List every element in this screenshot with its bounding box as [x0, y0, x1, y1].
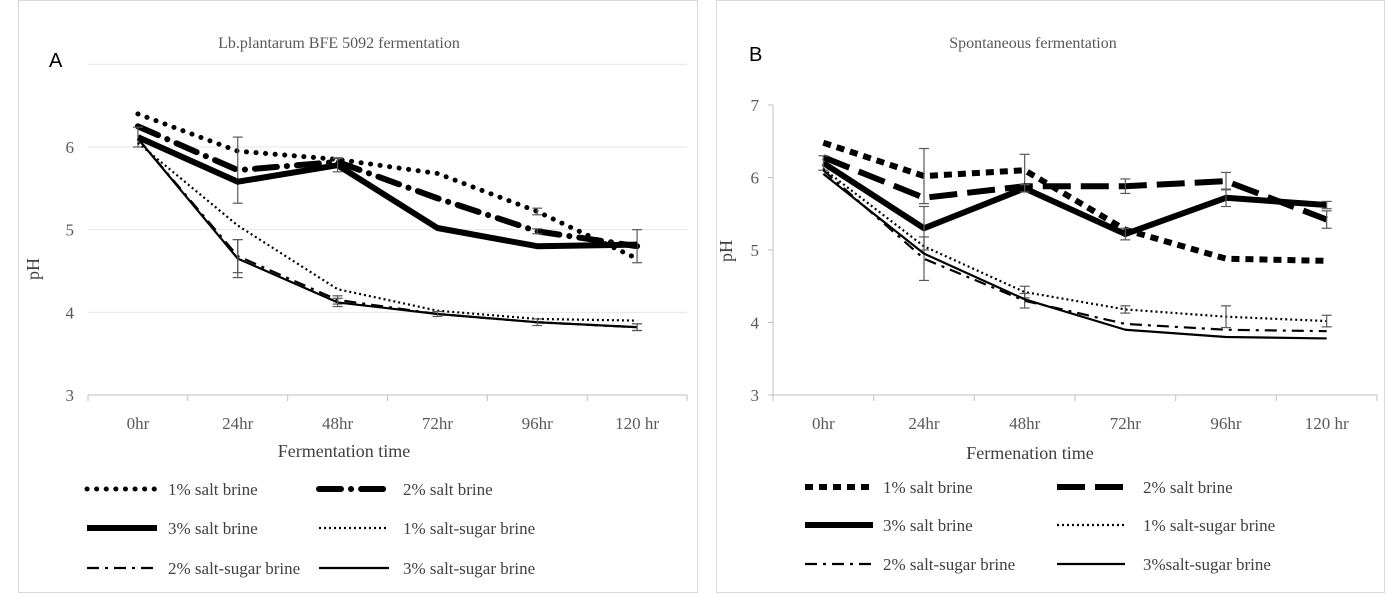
- y-tick-label: 4: [66, 303, 75, 322]
- legend-label-3: 3% salt brine: [168, 519, 258, 538]
- x-tick-label: 120 hr: [615, 414, 659, 433]
- series-line-1: [135, 111, 640, 262]
- y-axis-label: pH: [23, 258, 43, 280]
- series-line-6: [137, 138, 638, 329]
- chart-title: Lb.plantarum BFE 5092 fermentation: [218, 35, 460, 52]
- series-line-3: [136, 134, 638, 250]
- x-tick-label: 72hr: [422, 414, 454, 433]
- x-tick-label: 72hr: [1110, 414, 1142, 433]
- chart-b-svg: 0hr 24hr 48hr 72hr 96hr 120 hr 3 4 5 6 7 Spontaneou…: [717, 35, 1378, 574]
- x-tick-label: 24hr: [908, 414, 940, 433]
- chart-title: Spontaneous fermentation: [949, 35, 1117, 52]
- legend-label-5: 2% salt-sugar brine: [168, 559, 300, 578]
- legend-label-3: 3% salt brine: [883, 516, 973, 535]
- y-tick-label: 5: [751, 241, 760, 260]
- series-line-2: [822, 154, 1328, 223]
- legend-label-1: 1% salt brine: [883, 478, 973, 497]
- legend-label-4: 1% salt-sugar brine: [1143, 516, 1275, 535]
- series-line-5: [822, 169, 1327, 333]
- y-tick-label: 4: [751, 314, 760, 333]
- legend-label-6: 3%salt-sugar brine: [1143, 555, 1271, 574]
- y-tick-label: 3: [751, 386, 760, 405]
- y-tick-label: 6: [66, 138, 75, 157]
- x-axis-label: Fermenation time: [966, 443, 1093, 463]
- chart-panel-b: 0hr 24hr 48hr 72hr 96hr 120 hr 3 4 5 6 7 Spontaneou…: [716, 0, 1385, 593]
- series-line-1: [822, 139, 1327, 264]
- x-tick-label: 24hr: [222, 414, 254, 433]
- legend-label-2: 2% salt brine: [1143, 478, 1233, 497]
- series-line-3: [821, 160, 1327, 238]
- x-tick-label: 120 hr: [1305, 414, 1349, 433]
- legend-label-2: 2% salt brine: [403, 480, 493, 499]
- x-tick-label: 48hr: [1009, 414, 1041, 433]
- series-line-4: [137, 142, 638, 322]
- x-tick-label: 96hr: [1210, 414, 1242, 433]
- series-line-4: [822, 167, 1327, 323]
- x-axis-label: Fermentation time: [278, 441, 410, 461]
- legend-label-4: 1% salt-sugar brine: [403, 519, 535, 538]
- chart-panel-a: 0hr 24hr 48hr 72hr 96hr 120 hr 3 4 5 6 Lb.plantaru…: [18, 0, 698, 593]
- legend-label-5: 2% salt-sugar brine: [883, 555, 1015, 574]
- y-tick-label: 6: [751, 169, 760, 188]
- panel-letter: A: [49, 50, 63, 72]
- x-tick-label: 96hr: [522, 414, 554, 433]
- x-tick-label: 0hr: [812, 414, 835, 433]
- y-tick-label: 7: [751, 96, 760, 115]
- legend-label-1: 1% salt brine: [168, 480, 258, 499]
- x-tick-label: 48hr: [322, 414, 354, 433]
- y-axis-label: pH: [717, 240, 736, 262]
- legend-label-6: 3% salt-sugar brine: [403, 559, 535, 578]
- series-line-6: [822, 173, 1327, 340]
- series-line-5: [137, 138, 638, 329]
- x-tick-label: 0hr: [127, 414, 150, 433]
- chart-a-svg: 0hr 24hr 48hr 72hr 96hr 120 hr 3 4 5 6 Lb.plantaru…: [23, 35, 688, 578]
- y-tick-label: 3: [66, 386, 75, 405]
- series-line-2: [134, 123, 641, 250]
- y-tick-label: 5: [66, 221, 75, 240]
- panel-letter: B: [749, 44, 762, 66]
